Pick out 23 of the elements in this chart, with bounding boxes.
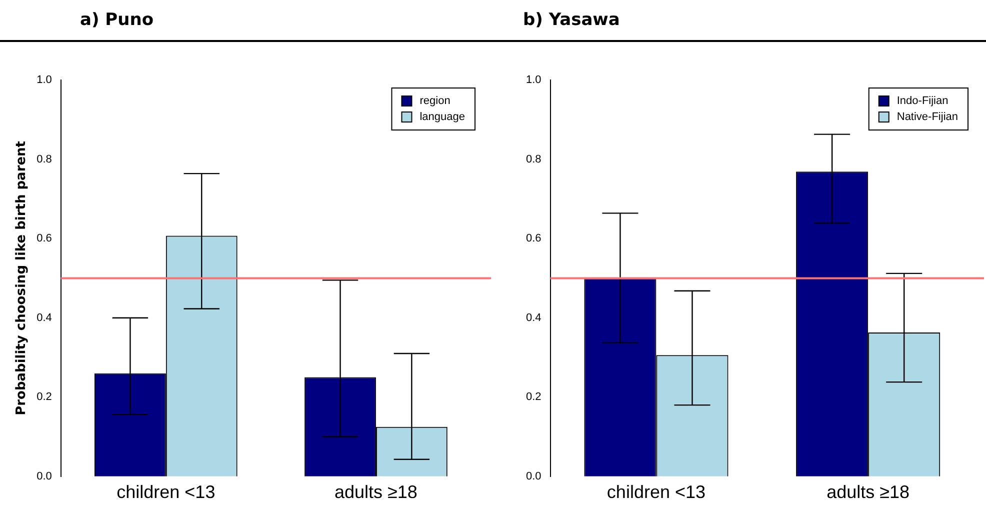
- text: 0.0: [526, 470, 542, 482]
- y-tick-label: 0.6: [36, 232, 52, 245]
- chart-title: a) Puno: [80, 10, 154, 30]
- legend-label: region: [420, 95, 450, 108]
- x-tick-label: children <13: [116, 482, 216, 502]
- y-tick-label: 0.6: [526, 232, 542, 245]
- y-tick-label: 0.4: [36, 312, 52, 324]
- y-axis-title: Probability choosing like birth parent: [14, 140, 30, 416]
- text: 1.0: [36, 74, 52, 86]
- x-tick-label: children <13: [606, 482, 706, 502]
- text: 1.0: [526, 74, 542, 86]
- y-tick-label: 0.4: [526, 312, 542, 324]
- x-tick-label: adults ≥18: [826, 482, 910, 502]
- y-tick-label: 0.2: [526, 391, 542, 404]
- chart-title: b) Yasawa: [523, 10, 620, 30]
- y-tick-label: 0.8: [36, 153, 52, 166]
- legend-label: Native-Fijian: [896, 111, 958, 124]
- legend-label: language: [420, 111, 466, 124]
- y-tick-label: 0.8: [526, 153, 542, 166]
- x-tick-label: adults ≥18: [334, 482, 418, 502]
- text: 0.0: [36, 470, 52, 482]
- legend-label: Indo-Fijian: [896, 95, 948, 108]
- y-tick-label: 0.2: [36, 391, 52, 404]
